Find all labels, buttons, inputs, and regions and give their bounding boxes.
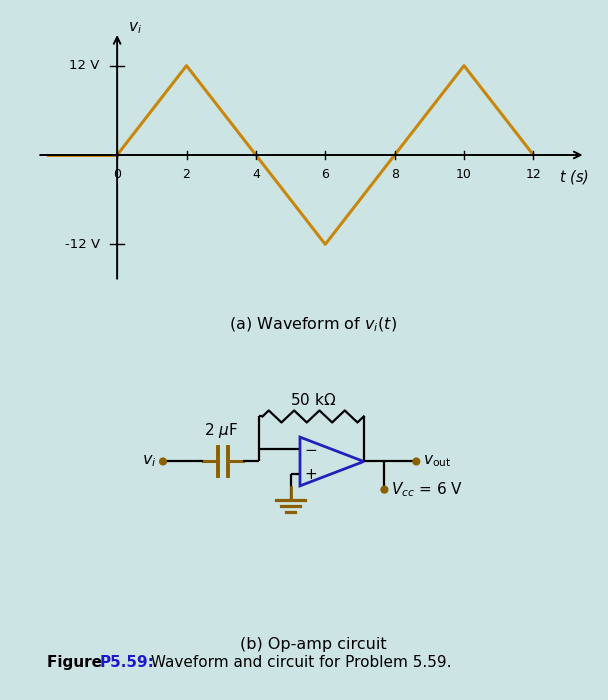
Circle shape: [160, 458, 167, 465]
Text: 10: 10: [456, 169, 472, 181]
Text: 2: 2: [182, 169, 190, 181]
Text: $t$ (s): $t$ (s): [559, 169, 589, 186]
Text: $-$: $-$: [305, 441, 317, 456]
Text: $+$: $+$: [305, 467, 317, 482]
Text: Waveform and circuit for Problem 5.59.: Waveform and circuit for Problem 5.59.: [146, 655, 451, 670]
Text: (b) Op-amp circuit: (b) Op-amp circuit: [240, 637, 387, 652]
Text: 6: 6: [321, 169, 329, 181]
Text: 2 $\mu$F: 2 $\mu$F: [204, 421, 238, 440]
Text: 50 k$\Omega$: 50 k$\Omega$: [290, 392, 336, 408]
Text: 4: 4: [252, 169, 260, 181]
Circle shape: [413, 458, 420, 465]
Text: $V_{cc}$ = 6 V: $V_{cc}$ = 6 V: [391, 480, 463, 499]
Text: $v_i$: $v_i$: [128, 20, 142, 36]
Text: $v_{\mathrm{out}}$: $v_{\mathrm{out}}$: [423, 454, 451, 469]
Text: Figure: Figure: [47, 655, 108, 670]
Text: $v_i$: $v_i$: [142, 454, 156, 469]
Text: (a) Waveform of $v_i(t)$: (a) Waveform of $v_i(t)$: [229, 316, 397, 334]
Text: 12: 12: [525, 169, 541, 181]
Text: 8: 8: [391, 169, 399, 181]
Circle shape: [381, 486, 388, 493]
Text: P5.59:: P5.59:: [99, 655, 154, 670]
Text: -12 V: -12 V: [64, 238, 100, 251]
Text: 0: 0: [113, 169, 121, 181]
Text: 12 V: 12 V: [69, 60, 100, 72]
